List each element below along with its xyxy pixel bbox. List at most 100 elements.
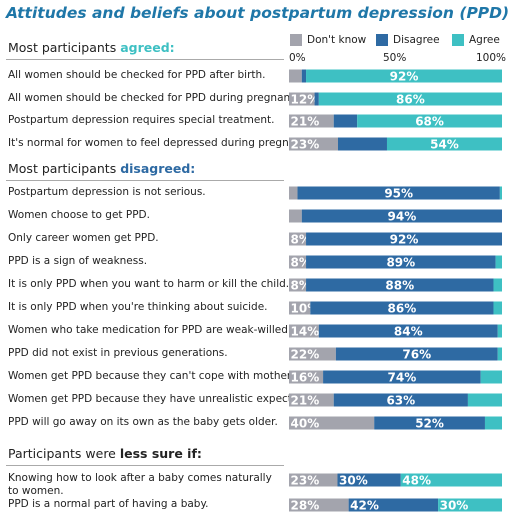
row-label: It is only PPD when you want to harm or … bbox=[8, 278, 290, 290]
bar-data-label: 28% bbox=[291, 499, 320, 513]
bar-segment-dont-know bbox=[289, 498, 349, 512]
bar-segment-disagree bbox=[306, 278, 494, 292]
bar-segment-agree bbox=[497, 347, 502, 361]
bar-segment-disagree bbox=[306, 255, 496, 269]
row-label: PPD did not exist in previous generation… bbox=[8, 347, 228, 359]
row-label: Women choose to get PPD. bbox=[8, 209, 150, 221]
bar-data-label: 22% bbox=[291, 348, 320, 362]
section-heading-prefix: Most participants bbox=[8, 40, 121, 55]
section-divider bbox=[6, 59, 284, 60]
bar-data-label: 21% bbox=[291, 115, 320, 129]
bar-segment-dont-know bbox=[289, 416, 375, 430]
bar-segment-disagree bbox=[301, 69, 307, 83]
bar-segment-disagree bbox=[297, 186, 500, 200]
bar-segment-agree bbox=[400, 473, 502, 487]
bar-segment-dont-know bbox=[289, 347, 336, 361]
bar-data-label: 12% bbox=[291, 93, 320, 107]
row-label: PPD is a sign of weakness. bbox=[8, 255, 148, 267]
bar-data-label: 42% bbox=[350, 499, 379, 513]
row-label: It's normal for women to feel depressed … bbox=[8, 137, 316, 149]
section-heading-accent: less sure if: bbox=[119, 446, 202, 461]
bar-segment-disagree bbox=[306, 232, 502, 246]
section-heading-agreed: Most participants agreed: bbox=[8, 40, 175, 55]
bar-segment-disagree bbox=[314, 92, 319, 106]
x-tick-50: 50% bbox=[383, 52, 407, 64]
bar-segment-agree bbox=[438, 498, 502, 512]
bar-data-label: 30% bbox=[339, 474, 368, 488]
legend-swatch-agree bbox=[452, 34, 464, 46]
bar-segment-agree bbox=[306, 69, 502, 83]
bar-data-label: 8% bbox=[291, 256, 311, 270]
chart-title: Attitudes and beliefs about postpartum d… bbox=[6, 4, 510, 22]
legend-label-agree: Agree bbox=[469, 34, 500, 46]
bar-data-label: 74% bbox=[388, 371, 417, 385]
row-label: Women who take medication for PPD are we… bbox=[8, 324, 292, 336]
legend-item-disagree: Disagree bbox=[376, 34, 440, 46]
bar-data-label: 68% bbox=[415, 115, 444, 129]
bar-segment-agree bbox=[386, 137, 502, 151]
bar-segment-agree bbox=[497, 324, 502, 338]
bar-data-label: 92% bbox=[390, 70, 419, 84]
row-label: Knowing how to look after a baby comes n… bbox=[8, 472, 272, 497]
legend-item-dont-know: Don't know bbox=[290, 34, 366, 46]
row-label: Women get PPD because they have unrealis… bbox=[8, 393, 328, 405]
x-tick-0: 0% bbox=[289, 52, 306, 64]
bar-data-label: 30% bbox=[440, 499, 469, 513]
bar-data-label: 14% bbox=[291, 325, 320, 339]
row-label: All women should be checked for PPD afte… bbox=[8, 69, 266, 81]
row-label: Women get PPD because they can't cope wi… bbox=[8, 370, 321, 382]
bar-segment-dont-know bbox=[289, 69, 302, 83]
bar-segment-disagree bbox=[348, 498, 439, 512]
bar-segment-dont-know bbox=[289, 137, 338, 151]
bar-data-label: 54% bbox=[430, 138, 459, 152]
legend-label-disagree: Disagree bbox=[393, 34, 440, 46]
bar-data-label: 23% bbox=[291, 138, 320, 152]
bar-segment-dont-know bbox=[289, 92, 315, 106]
section-heading-prefix: Most participants bbox=[8, 161, 121, 176]
bar-segment-disagree bbox=[337, 137, 387, 151]
legend-item-agree: Agree bbox=[452, 34, 500, 46]
bar-segment-dont-know bbox=[289, 255, 307, 269]
bar-segment-disagree bbox=[333, 114, 358, 128]
bar-segment-disagree bbox=[335, 347, 498, 361]
row-label: It is only PPD when you're thinking abou… bbox=[8, 301, 268, 313]
bar-segment-dont-know bbox=[289, 301, 311, 315]
bar-segment-disagree bbox=[318, 324, 498, 338]
bar-data-label: 52% bbox=[415, 417, 444, 431]
bar-data-label: 89% bbox=[386, 256, 415, 270]
bar-segment-dont-know bbox=[289, 324, 319, 338]
bar-data-label: 84% bbox=[394, 325, 423, 339]
section-heading-prefix: Participants were bbox=[8, 446, 120, 461]
bar-segment-agree bbox=[467, 393, 502, 407]
bar-segment-dont-know bbox=[289, 473, 338, 487]
bar-segment-agree bbox=[493, 301, 502, 315]
bar-segment-dont-know bbox=[289, 278, 307, 292]
section-heading-accent: agreed: bbox=[120, 40, 175, 55]
section-heading-less-sure: Participants were less sure if: bbox=[8, 446, 202, 461]
bar-data-label: 63% bbox=[386, 394, 415, 408]
bar-segment-disagree bbox=[310, 301, 494, 315]
bar-data-label: 8% bbox=[291, 233, 311, 247]
bar-data-label: 86% bbox=[388, 302, 417, 316]
section-divider bbox=[6, 465, 284, 466]
bar-data-label: 94% bbox=[388, 210, 417, 224]
bar-segment-dont-know bbox=[289, 232, 307, 246]
bar-segment-dont-know bbox=[289, 186, 298, 200]
bar-data-label: 95% bbox=[384, 187, 413, 201]
row-label: Postpartum depression is not serious. bbox=[8, 186, 206, 198]
legend-swatch-disagree bbox=[376, 34, 388, 46]
bar-data-label: 86% bbox=[396, 93, 425, 107]
bar-data-label: 92% bbox=[390, 233, 419, 247]
bar-segment-agree bbox=[318, 92, 502, 106]
bar-segment-dont-know bbox=[289, 393, 334, 407]
row-label: All women should be checked for PPD duri… bbox=[8, 92, 304, 104]
section-heading-disagreed: Most participants disagreed: bbox=[8, 161, 195, 176]
bar-data-label: 8% bbox=[291, 279, 311, 293]
bar-segment-disagree bbox=[333, 393, 468, 407]
row-label: PPD is a normal part of having a baby. bbox=[8, 498, 209, 510]
bar-data-label: 21% bbox=[291, 394, 320, 408]
bar-segment-dont-know bbox=[289, 370, 324, 384]
legend-swatch-dont-know bbox=[290, 34, 302, 46]
bar-segment-dont-know bbox=[289, 209, 302, 223]
